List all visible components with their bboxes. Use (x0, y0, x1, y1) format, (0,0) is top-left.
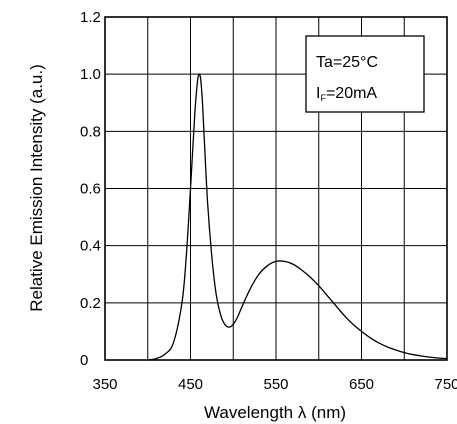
annotation-frame (305, 35, 425, 113)
y-tick-label: 0.8 (80, 123, 101, 140)
y-tick-labels: 0 0.2 0.4 0.6 0.8 1.0 1.2 (80, 9, 101, 369)
series-line-emission-spectrum (147, 73, 448, 361)
y-tick-label: 0.2 (80, 295, 101, 312)
annotation-current: IF=20mA (316, 85, 377, 103)
annotation-box: Ta=25°C IF=20mA (305, 35, 425, 113)
x-tick-label: 550 (263, 376, 288, 393)
annotation-current-symbol: I (316, 85, 320, 102)
x-tick-label: 350 (92, 376, 117, 393)
y-tick-label: 0.4 (80, 238, 101, 255)
plot-frame (104, 16, 448, 361)
x-tick-label: 750 (434, 376, 457, 393)
x-axis-title: Wavelength λ (nm) (204, 403, 346, 422)
x-tick-labels: 350 450 550 650 750 (92, 376, 457, 393)
x-tick-label: 450 (178, 376, 203, 393)
y-tick-label: 0 (80, 352, 88, 369)
y-axis-title: Relative Emission Intensity (a.u.) (27, 64, 46, 312)
x-tick-label: 650 (349, 376, 374, 393)
y-tick-label: 0.6 (80, 181, 101, 198)
y-tick-label: 1.0 (80, 66, 101, 83)
annotation-current-value: =20mA (326, 85, 377, 102)
y-tick-label: 1.2 (80, 9, 101, 26)
annotation-temperature: Ta=25°C (316, 54, 378, 71)
annotation-current-subscript: F (320, 93, 326, 103)
